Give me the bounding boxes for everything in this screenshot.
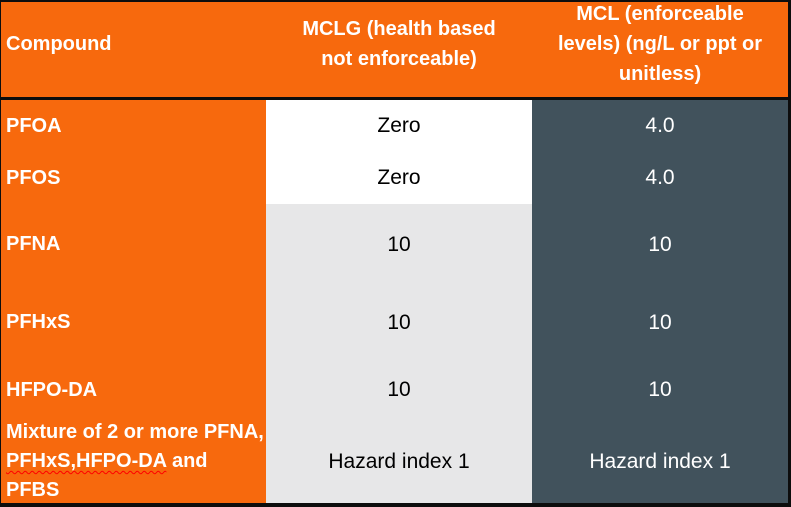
- table-row-hfpoda-compound: HFPO-DA: [1, 360, 266, 420]
- mixture-label-part2: and PFBS: [6, 450, 208, 501]
- table-row-pfoa-mclg-value: Zero: [266, 100, 532, 152]
- table-row-hfpoda-mclg-value: 10: [266, 360, 532, 420]
- mixture-label-part1: Mixture of 2 or more PFNA,: [6, 421, 264, 443]
- table-row-pfna-mcl-value: 10: [532, 204, 788, 285]
- mcl-value: 4.0: [645, 166, 675, 189]
- compound-label: PFHxS: [6, 311, 71, 333]
- table-row-mixture-mclg-value: Hazard index 1: [266, 420, 532, 503]
- compound-label: Mixture of 2 or more PFNA, PFHxS,HFPO-DA…: [6, 418, 264, 503]
- mcl-value: 10: [648, 232, 672, 256]
- table-row-pfos-mcl-value: 4.0: [532, 152, 788, 204]
- table-row-mixture-mcl-value: Hazard index 1: [532, 420, 788, 503]
- table-row-pfhxs-mclg-value: 10: [266, 285, 532, 360]
- mclg-value: Zero: [377, 166, 421, 189]
- mclg-value: 10: [387, 310, 411, 334]
- column-header-mclg-label: MCLG (health based not enforceable): [302, 17, 496, 70]
- table-row-pfoa-mcl-value: 4.0: [532, 100, 788, 152]
- table-row-pfos-mclg-value: Zero: [266, 152, 532, 204]
- compound-label: HFPO-DA: [6, 378, 98, 401]
- table-row-pfhxs-compound: PFHxS: [1, 285, 266, 360]
- mixture-label-spellcheck-underlined: PFHxS,HFPO-DA: [6, 450, 167, 472]
- table-row-pfna-compound: PFNA: [1, 204, 266, 285]
- table-row-pfna-mclg-value: 10: [266, 204, 532, 285]
- column-header-compound: Compound: [1, 2, 266, 100]
- mclg-value: 10: [387, 378, 411, 401]
- mclg-value: Zero: [377, 114, 421, 137]
- compound-label: PFNA: [6, 233, 61, 255]
- table-row-pfoa-compound: PFOA: [1, 100, 266, 152]
- compound-label: PFOS: [6, 166, 61, 189]
- table-row-mixture-compound: Mixture of 2 or more PFNA, PFHxS,HFPO-DA…: [1, 420, 266, 503]
- compound-label: PFOA: [6, 114, 62, 137]
- column-header-mclg: MCLG (health based not enforceable): [266, 2, 532, 100]
- mcl-value: 4.0: [645, 114, 675, 137]
- table-row-pfhxs-mcl-value: 10: [532, 285, 788, 360]
- table-row-pfos-compound: PFOS: [1, 152, 266, 204]
- table-row-hfpoda-mcl-value: 10: [532, 360, 788, 420]
- column-header-compound-label: Compound: [6, 32, 112, 55]
- column-header-mcl: MCL (enforceable levels) (ng/L or ppt or…: [532, 2, 788, 100]
- column-header-mcl-label: MCL (enforceable levels) (ng/L or ppt or…: [557, 2, 763, 85]
- mcl-value: 10: [648, 310, 672, 334]
- mclg-value: 10: [387, 232, 411, 256]
- mcl-value: 10: [648, 378, 672, 401]
- mclg-value: Hazard index 1: [328, 449, 470, 473]
- mcl-value: Hazard index 1: [589, 449, 731, 473]
